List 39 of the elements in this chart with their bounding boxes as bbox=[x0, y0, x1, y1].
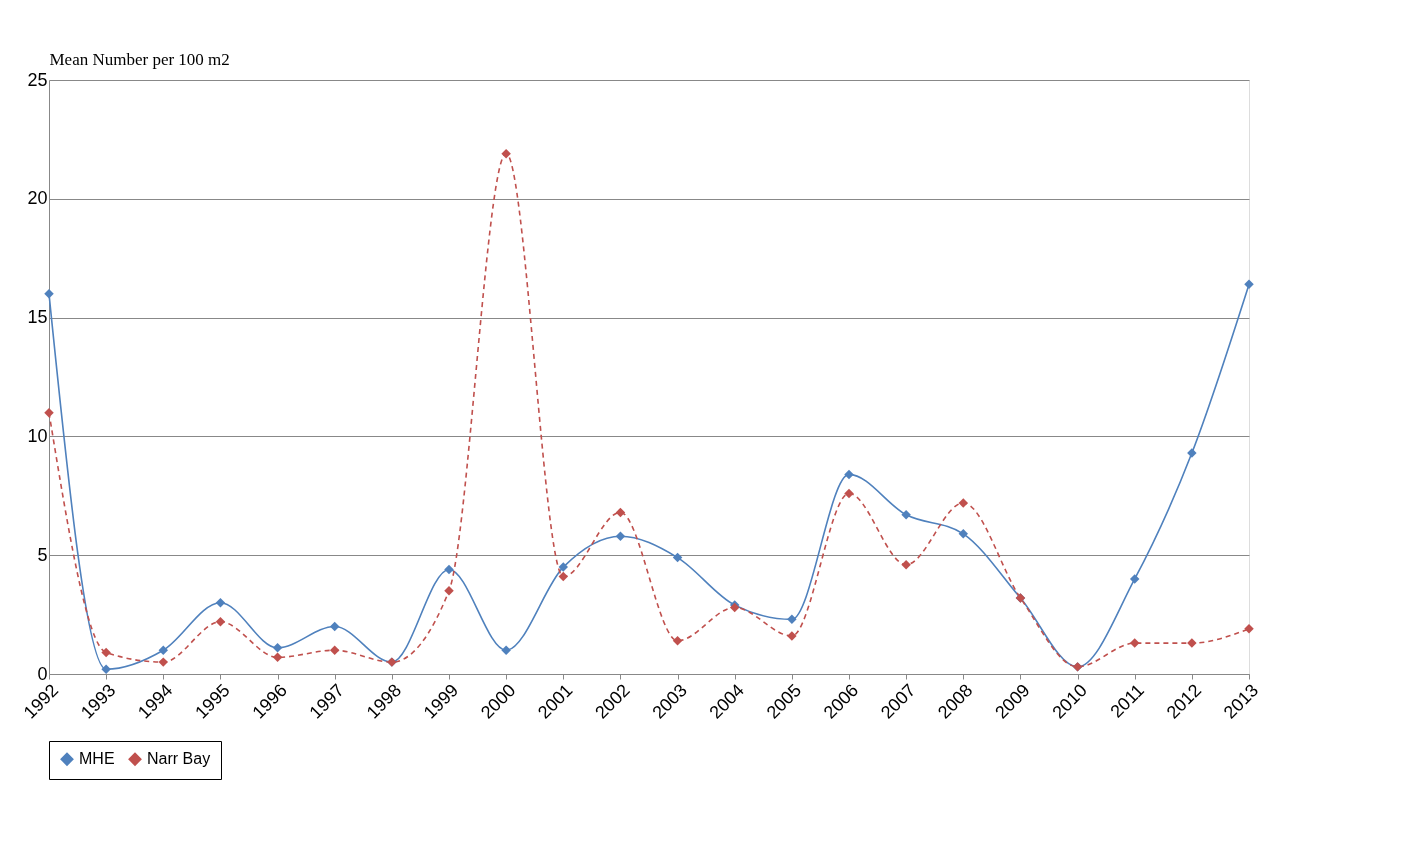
y-tick-label: 20 bbox=[27, 188, 48, 209]
point bbox=[329, 621, 340, 632]
point bbox=[158, 645, 169, 655]
point bbox=[501, 645, 511, 655]
point bbox=[615, 531, 626, 541]
point bbox=[215, 597, 226, 608]
point bbox=[787, 614, 797, 625]
point bbox=[101, 664, 111, 674]
point bbox=[158, 657, 169, 667]
legend-label: Narr Bay bbox=[147, 750, 211, 768]
point bbox=[958, 529, 969, 539]
point bbox=[215, 616, 226, 627]
point bbox=[615, 507, 626, 518]
point bbox=[272, 643, 283, 653]
point bbox=[1244, 279, 1254, 290]
point bbox=[101, 647, 111, 658]
point bbox=[558, 562, 569, 572]
y-tick-label: 10 bbox=[27, 425, 48, 446]
point bbox=[558, 571, 569, 582]
point bbox=[901, 559, 911, 570]
point bbox=[501, 148, 511, 159]
y-axis-title: Mean Number per 100 m2 bbox=[49, 49, 230, 69]
point bbox=[844, 469, 854, 480]
point bbox=[1129, 574, 1140, 584]
point bbox=[272, 652, 283, 663]
point bbox=[329, 645, 340, 655]
point bbox=[44, 407, 54, 418]
legend-label: MHE bbox=[79, 750, 115, 768]
y-tick-label: 5 bbox=[37, 544, 48, 565]
point bbox=[672, 552, 683, 563]
point bbox=[444, 564, 454, 575]
y-tick-label: 15 bbox=[27, 307, 48, 328]
point bbox=[844, 488, 854, 499]
y-tick-label: 25 bbox=[27, 69, 48, 90]
point bbox=[958, 498, 969, 508]
point bbox=[901, 510, 911, 520]
point bbox=[672, 635, 683, 646]
y-tick-label: 0 bbox=[37, 663, 48, 684]
point bbox=[1129, 638, 1140, 648]
